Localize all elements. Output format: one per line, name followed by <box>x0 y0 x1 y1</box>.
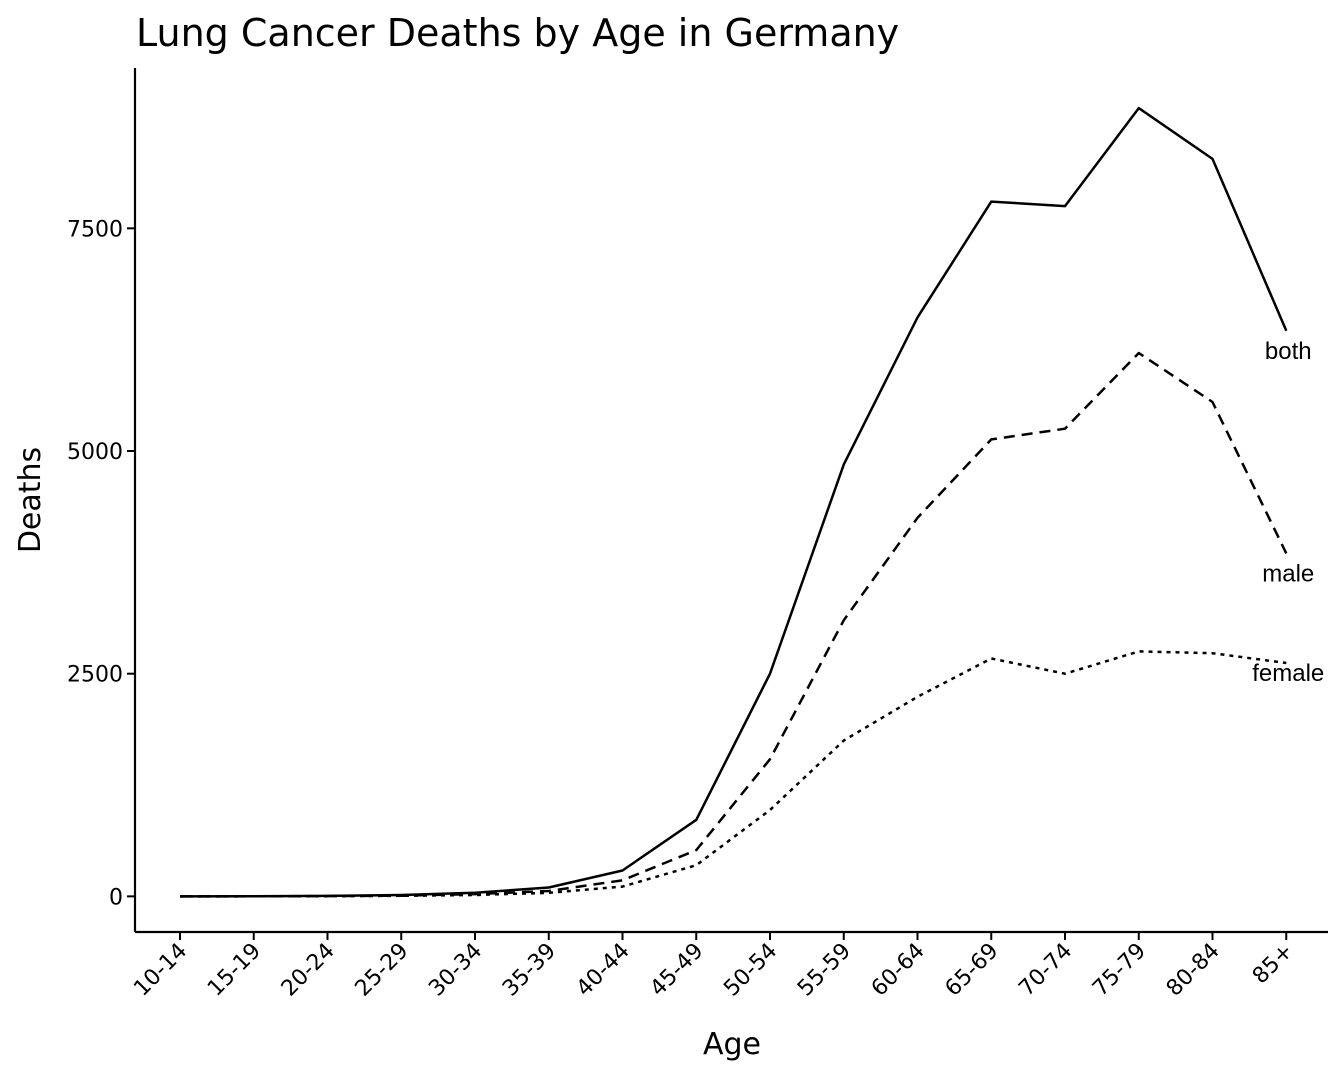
x-tick-label: 80-84 <box>1162 939 1225 1002</box>
series-line-male <box>179 351 1288 898</box>
x-tick-label: 15-19 <box>203 939 266 1002</box>
y-tick-label: 2500 <box>67 663 123 688</box>
chart-title: Lung Cancer Deaths by Age in Germany <box>136 11 899 55</box>
x-tick-label: 10-14 <box>129 939 192 1002</box>
x-tick-label: 40-44 <box>572 939 635 1002</box>
x-tick-label: 25-29 <box>351 939 414 1002</box>
series-label-halo: female <box>1252 660 1324 687</box>
series-label-halo: both <box>1265 338 1312 365</box>
x-tick-label: 65-69 <box>941 939 1004 1002</box>
plot-area: 0 2500 5000 7500 10-14 15-19 20-24 25-29 30-34 35… <box>67 68 1328 1001</box>
y-axis-title: Deaths <box>13 447 48 553</box>
x-tick-label: 45-49 <box>646 939 709 1002</box>
x-tick-label: 85+ <box>1248 939 1299 990</box>
series-line-both <box>179 106 1288 898</box>
x-axis-title: Age <box>703 1027 761 1062</box>
x-tick-label: 55-59 <box>793 939 856 1002</box>
series-label-female: female <box>1252 660 1324 687</box>
x-tick-label: 35-39 <box>498 939 561 1002</box>
series-label-both: both <box>1265 338 1312 365</box>
x-tick-label: 75-79 <box>1088 939 1151 1002</box>
series-label-male: male <box>1262 560 1314 587</box>
x-tick-label: 70-74 <box>1014 939 1077 1002</box>
y-tick-label: 5000 <box>67 440 123 465</box>
series-line-female <box>179 650 1287 898</box>
x-tick-label: 30-34 <box>424 939 487 1002</box>
series-label-halo: male <box>1262 560 1314 587</box>
x-tick-label: 50-54 <box>719 939 782 1002</box>
x-tick-label: 60-64 <box>867 939 930 1002</box>
x-tick-label: 20-24 <box>277 939 340 1002</box>
y-tick-label: 7500 <box>67 217 123 242</box>
y-tick-label: 0 <box>109 885 123 910</box>
